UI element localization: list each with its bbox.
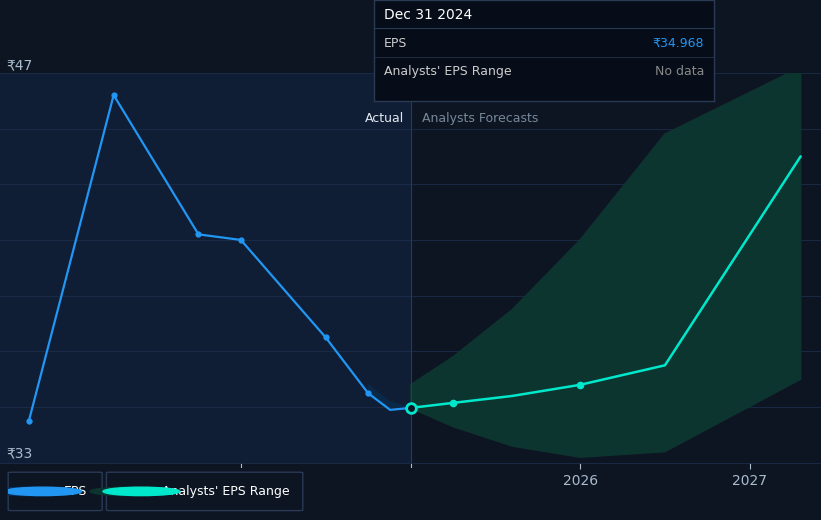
- Text: Actual: Actual: [365, 112, 404, 125]
- Circle shape: [90, 487, 167, 496]
- Text: Dec 31 2024: Dec 31 2024: [383, 8, 472, 22]
- Circle shape: [0, 487, 69, 496]
- Circle shape: [5, 487, 81, 496]
- Text: Analysts Forecasts: Analysts Forecasts: [422, 112, 539, 125]
- Text: EPS: EPS: [383, 36, 407, 49]
- Polygon shape: [410, 67, 800, 457]
- Text: Analysts' EPS Range: Analysts' EPS Range: [162, 485, 290, 498]
- Circle shape: [103, 487, 180, 496]
- Polygon shape: [368, 385, 410, 408]
- Text: ₹34.968: ₹34.968: [653, 36, 704, 49]
- Text: ₹33: ₹33: [7, 446, 33, 460]
- Text: No data: No data: [654, 65, 704, 78]
- Text: EPS: EPS: [64, 485, 87, 498]
- Text: ₹47: ₹47: [7, 59, 33, 73]
- Bar: [0, 73, 410, 463]
- Text: Analysts' EPS Range: Analysts' EPS Range: [383, 65, 511, 78]
